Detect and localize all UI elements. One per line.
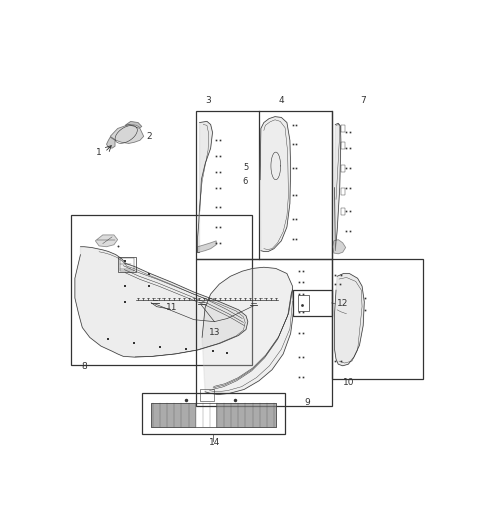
Bar <box>341 208 345 215</box>
Bar <box>151 403 276 427</box>
Polygon shape <box>125 121 142 127</box>
Text: 14: 14 <box>209 438 220 447</box>
Text: 8: 8 <box>81 362 87 372</box>
Polygon shape <box>335 273 364 366</box>
Polygon shape <box>96 235 118 247</box>
Text: 9: 9 <box>304 398 310 407</box>
Bar <box>120 258 133 271</box>
Text: 13: 13 <box>209 328 220 336</box>
Text: 5: 5 <box>243 163 248 173</box>
Text: 10: 10 <box>343 378 354 387</box>
Text: 12: 12 <box>337 300 348 308</box>
Text: 2: 2 <box>146 132 152 141</box>
Bar <box>341 125 345 133</box>
Polygon shape <box>75 247 248 357</box>
Bar <box>196 259 332 407</box>
Polygon shape <box>107 137 115 148</box>
Bar <box>216 403 276 427</box>
Text: 4: 4 <box>278 96 284 105</box>
Text: 6: 6 <box>243 177 248 186</box>
Bar <box>298 295 309 311</box>
Polygon shape <box>333 240 346 254</box>
Text: 3: 3 <box>205 96 211 105</box>
Text: 11: 11 <box>166 303 177 312</box>
Polygon shape <box>110 124 144 143</box>
Polygon shape <box>260 117 290 251</box>
Polygon shape <box>198 241 216 252</box>
Bar <box>151 403 195 427</box>
Polygon shape <box>198 121 213 252</box>
Bar <box>118 257 135 272</box>
Polygon shape <box>335 123 341 251</box>
Polygon shape <box>202 267 294 395</box>
Text: 1: 1 <box>96 148 102 157</box>
Bar <box>341 142 345 149</box>
Bar <box>196 111 332 259</box>
Bar <box>71 215 252 365</box>
Bar <box>142 393 285 434</box>
Bar <box>341 188 345 196</box>
Bar <box>332 259 423 379</box>
Text: 7: 7 <box>360 96 366 105</box>
Bar <box>292 290 332 316</box>
Bar <box>200 390 215 401</box>
Bar <box>341 165 345 172</box>
